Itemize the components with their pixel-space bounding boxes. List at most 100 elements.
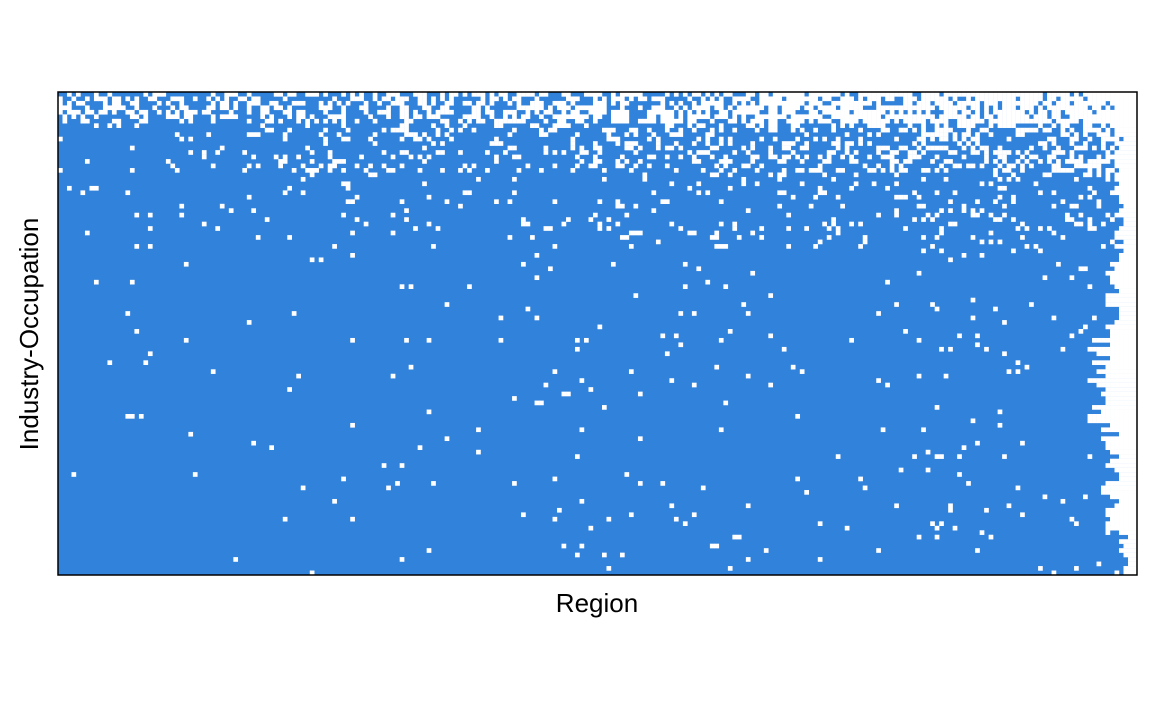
- heatmap-cell: [584, 150, 589, 155]
- heatmap-cell: [1119, 257, 1124, 263]
- heatmap-cell: [1105, 150, 1111, 155]
- heatmap-cell: [817, 105, 823, 111]
- heatmap-cell: [619, 105, 625, 111]
- heatmap-cell: [948, 199, 953, 204]
- heatmap-cell: [602, 405, 607, 410]
- heatmap-cell: [930, 132, 935, 137]
- heatmap-cell: [1123, 100, 1129, 106]
- heatmap-cell: [943, 123, 949, 128]
- heatmap-cell: [777, 100, 783, 106]
- heatmap-cell: [476, 118, 481, 124]
- heatmap-cell: [979, 163, 985, 169]
- heatmap-cell: [781, 168, 787, 173]
- heatmap-cell: [916, 105, 922, 111]
- heatmap-cell: [1123, 516, 1129, 522]
- heatmap-cell: [597, 159, 603, 164]
- heatmap-cell: [1020, 118, 1025, 124]
- heatmap-cell: [655, 136, 661, 142]
- heatmap-cell: [1119, 445, 1124, 450]
- heatmap-cell: [1042, 118, 1048, 124]
- heatmap-cell: [979, 530, 985, 535]
- heatmap-cell: [894, 212, 899, 218]
- heatmap-cell: [768, 109, 774, 115]
- heatmap-cell: [435, 114, 441, 120]
- heatmap-cell: [575, 118, 580, 124]
- heatmap-cell: [615, 203, 621, 209]
- heatmap-cell: [1119, 396, 1124, 401]
- heatmap-cell: [1110, 391, 1115, 397]
- heatmap-cell: [1132, 431, 1138, 437]
- heatmap-cell: [242, 168, 248, 173]
- heatmap-cell: [997, 194, 1003, 200]
- heatmap-cell: [696, 105, 702, 111]
- heatmap-cell: [476, 427, 481, 433]
- heatmap-cell: [66, 92, 72, 97]
- heatmap-cell: [129, 109, 135, 115]
- heatmap-cell: [1132, 194, 1138, 200]
- heatmap-cell: [633, 141, 639, 146]
- heatmap-cell: [678, 114, 684, 120]
- heatmap-cell: [462, 100, 468, 106]
- heatmap-cell: [467, 114, 472, 120]
- heatmap-cell: [377, 100, 382, 106]
- heatmap-cell: [597, 145, 603, 151]
- heatmap-cell: [1119, 244, 1124, 249]
- heatmap-cell: [1132, 387, 1138, 392]
- heatmap-cell: [732, 534, 738, 540]
- heatmap-cell: [327, 150, 333, 155]
- heatmap-cell: [624, 145, 630, 151]
- heatmap-cell: [1123, 570, 1129, 576]
- heatmap-cell: [916, 270, 922, 276]
- heatmap-cell: [1123, 293, 1129, 298]
- heatmap-cell: [1029, 163, 1034, 169]
- heatmap-cell: [687, 114, 693, 120]
- heatmap-cell: [853, 118, 859, 124]
- heatmap-cell: [772, 136, 778, 142]
- heatmap-cell: [979, 253, 985, 258]
- heatmap-cell: [1069, 105, 1075, 111]
- heatmap-cell: [943, 105, 949, 111]
- heatmap-cell: [633, 92, 639, 97]
- heatmap-cell: [579, 114, 585, 120]
- heatmap-cell: [399, 127, 405, 133]
- heatmap-cell: [512, 118, 517, 124]
- heatmap-cell: [354, 118, 360, 124]
- heatmap-cell: [1128, 360, 1133, 365]
- heatmap-cell: [516, 168, 522, 173]
- heatmap-cell: [287, 235, 292, 240]
- heatmap-cell: [835, 100, 841, 106]
- heatmap-cell: [975, 114, 980, 120]
- heatmap-cell: [664, 127, 670, 133]
- heatmap-cell: [1132, 481, 1138, 486]
- heatmap-cell: [718, 337, 724, 343]
- heatmap-cell: [1083, 172, 1088, 178]
- heatmap-cell: [1132, 235, 1138, 240]
- heatmap-cell: [669, 145, 675, 151]
- heatmap-cell: [287, 92, 292, 97]
- heatmap-cell: [939, 226, 944, 231]
- heatmap-cell: [179, 136, 185, 142]
- heatmap-cell: [1114, 494, 1120, 500]
- heatmap-cell: [1119, 351, 1124, 357]
- heatmap-cell: [1119, 525, 1124, 531]
- heatmap-cell: [642, 118, 648, 124]
- heatmap-cell: [898, 92, 904, 97]
- heatmap-cell: [1123, 315, 1129, 321]
- heatmap-cell: [341, 118, 346, 124]
- heatmap-cell: [1110, 329, 1115, 334]
- heatmap-cell: [1051, 203, 1057, 209]
- heatmap-cell: [494, 96, 499, 102]
- heatmap-cell: [471, 114, 477, 120]
- heatmap-cell: [269, 445, 274, 450]
- heatmap-cell: [894, 105, 899, 111]
- heatmap-cell: [930, 96, 935, 102]
- heatmap-cell: [341, 181, 346, 187]
- heatmap-cell: [147, 244, 153, 249]
- heatmap-cell: [165, 109, 171, 115]
- heatmap-cell: [948, 109, 953, 115]
- heatmap-cell: [552, 199, 558, 204]
- heatmap-cell: [885, 92, 890, 97]
- heatmap-cell: [1047, 96, 1052, 102]
- heatmap-cell: [664, 351, 670, 357]
- heatmap-cell: [1002, 123, 1007, 128]
